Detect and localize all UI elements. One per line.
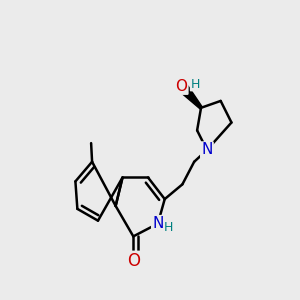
Text: O: O: [176, 79, 188, 94]
Text: H: H: [164, 221, 173, 234]
Text: N: N: [152, 216, 164, 231]
Polygon shape: [181, 86, 202, 109]
Text: N: N: [201, 142, 213, 158]
Text: O: O: [127, 252, 140, 270]
Text: H: H: [190, 78, 200, 91]
